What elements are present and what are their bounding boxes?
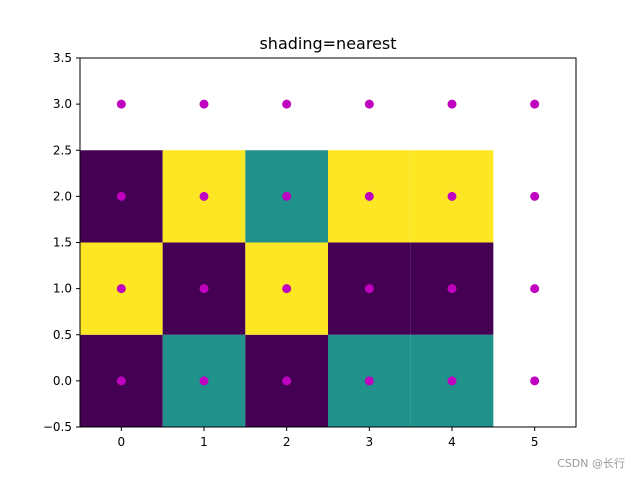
- y-tick-label: 0.5: [53, 328, 72, 342]
- scatter-point: [199, 99, 209, 109]
- y-tick-label: 2.0: [53, 189, 72, 203]
- y-tick-label: 1.5: [53, 236, 72, 250]
- scatter-point: [530, 191, 540, 201]
- scatter-point: [364, 191, 374, 201]
- scatter-point: [199, 191, 209, 201]
- y-tick-label: 3.5: [53, 51, 72, 65]
- x-tick-label: 5: [531, 435, 539, 449]
- x-tick-label: 2: [283, 435, 291, 449]
- scatter-points: [116, 99, 540, 386]
- scatter-point: [282, 376, 292, 386]
- y-tick-label: 3.0: [53, 97, 72, 111]
- y-tick-label: −0.5: [43, 420, 72, 434]
- scatter-point: [116, 99, 126, 109]
- x-tick-label: 0: [118, 435, 126, 449]
- scatter-point: [199, 376, 209, 386]
- scatter-point: [530, 99, 540, 109]
- scatter-point: [364, 376, 374, 386]
- y-tick-label: 1.0: [53, 282, 72, 296]
- x-tick-label: 3: [366, 435, 374, 449]
- chart-title: shading=nearest: [259, 34, 396, 53]
- scatter-point: [116, 191, 126, 201]
- scatter-point: [116, 376, 126, 386]
- x-tick-label: 4: [448, 435, 456, 449]
- y-tick-label: 0.0: [53, 374, 72, 388]
- scatter-point: [447, 284, 457, 294]
- x-axis: 0 1 2 3 4 5: [118, 427, 539, 449]
- scatter-point: [282, 191, 292, 201]
- y-tick-label: 2.5: [53, 143, 72, 157]
- scatter-point: [530, 376, 540, 386]
- scatter-point: [282, 99, 292, 109]
- scatter-point: [447, 99, 457, 109]
- scatter-point: [282, 284, 292, 294]
- scatter-point: [364, 284, 374, 294]
- scatter-point: [364, 99, 374, 109]
- x-tick-label: 1: [200, 435, 208, 449]
- watermark: CSDN @长行: [557, 457, 625, 470]
- scatter-point: [530, 284, 540, 294]
- scatter-point: [447, 376, 457, 386]
- y-axis: −0.5 0.0 0.5 1.0 1.5 2.0 2.5 3.0 3.5: [43, 51, 80, 434]
- scatter-point: [199, 284, 209, 294]
- scatter-point: [447, 191, 457, 201]
- scatter-point: [116, 284, 126, 294]
